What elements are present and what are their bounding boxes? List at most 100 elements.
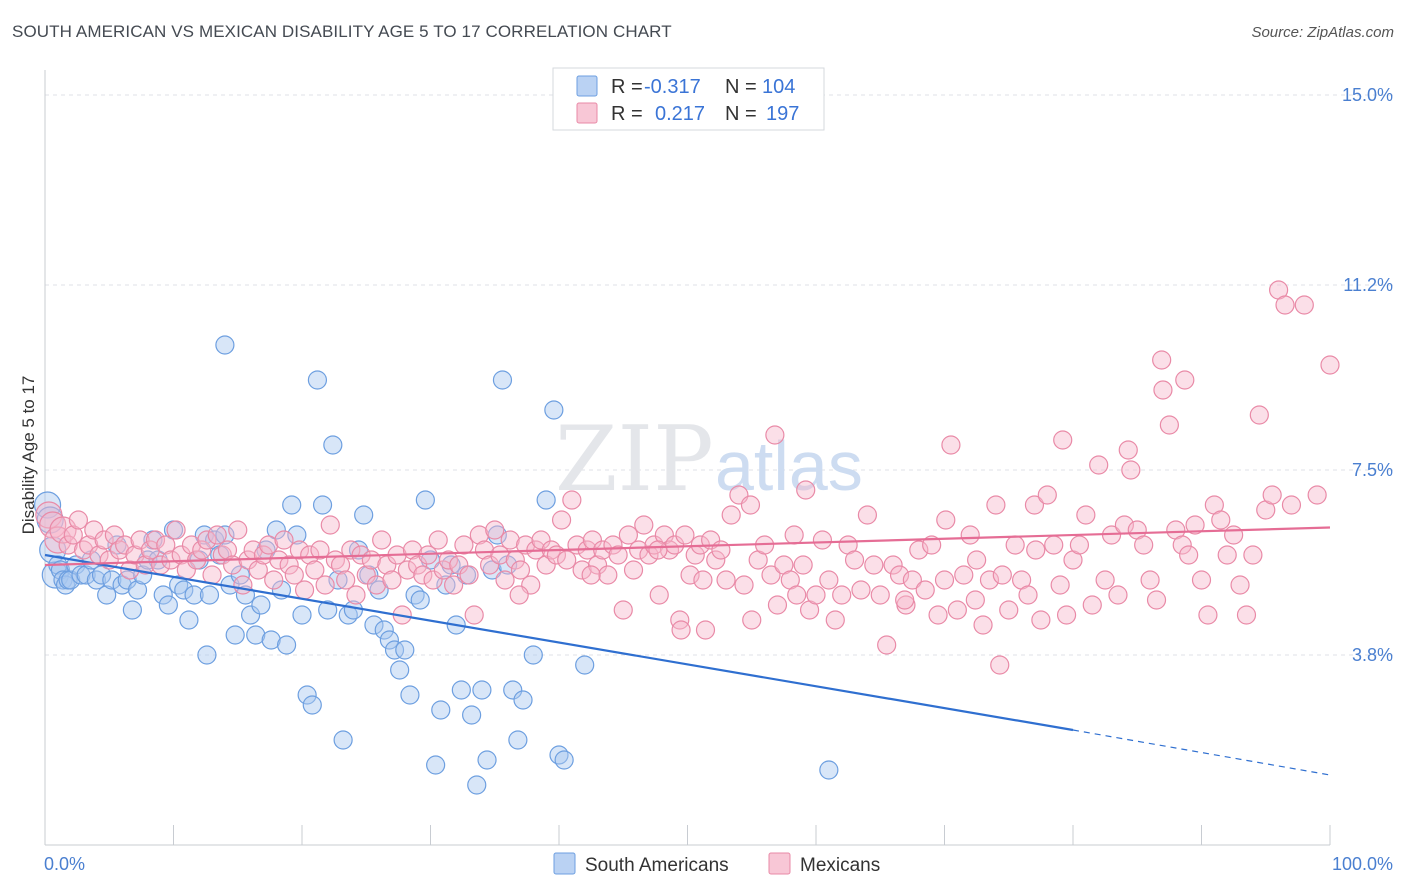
data-point [492,370,513,390]
data-point [364,615,384,635]
data-point [581,565,601,585]
data-point [999,600,1019,620]
data-point [1281,495,1302,515]
data-point [734,575,754,595]
chart-title: SOUTH AMERICAN VS MEXICAN DISABILITY AGE… [12,22,672,41]
data-point [1037,485,1057,505]
data-point [1024,495,1045,515]
data-point [536,555,556,575]
data-point [967,550,987,570]
data-point [575,655,595,675]
data-point [251,595,271,615]
legend-r-value: -0.317 [644,76,701,98]
data-point [1053,430,1073,450]
data-point [509,585,529,605]
data-point [215,335,235,355]
data-point [348,540,369,560]
data-point [1095,570,1115,590]
data-point [992,565,1012,585]
data-point [451,680,471,700]
data-point [379,630,399,650]
data-point [671,620,691,640]
data-point [1172,535,1192,555]
data-point [207,525,227,545]
data-point [806,585,826,605]
data-point [973,615,993,635]
data-point [292,605,312,625]
data-point [857,505,878,525]
data-point [297,685,317,705]
legend-r-label: R = [611,76,643,98]
data-point [315,575,335,595]
data-point [1185,515,1205,535]
y-tick-label: 11.2% [1343,275,1393,295]
data-point [587,555,608,575]
data-point [462,705,482,725]
data-point [1294,295,1314,315]
data-point [1031,610,1051,630]
data-point [459,565,479,585]
data-point [675,525,695,545]
data-point [102,570,122,590]
data-point [1089,455,1109,475]
data-point [397,560,417,580]
data-point [909,540,929,560]
data-point [634,515,654,535]
data-point [390,660,410,680]
data-point [79,535,99,555]
data-point [1118,440,1138,460]
data-point [53,570,73,590]
data-point [125,545,145,565]
data-point [127,580,148,600]
data-point [960,525,980,545]
data-point [1211,510,1231,530]
data-point [274,530,294,550]
data-point [341,540,361,560]
data-point [76,565,96,585]
data-point [889,565,910,585]
data-point [1224,525,1244,545]
data-point [954,565,974,585]
data-point [648,540,668,560]
data-point [670,610,690,630]
source-label: Source: ZipAtlas.com [1251,24,1394,41]
data-point [531,530,551,550]
data-point [469,525,489,545]
data-point [1249,405,1269,425]
data-point [336,570,356,590]
data-point [205,530,225,550]
data-point [318,600,338,620]
data-point [282,495,302,515]
legend-frame [552,67,825,131]
legend-n-value: 197 [766,103,799,125]
watermark-zip: ZIP [555,407,714,512]
data-point [915,580,935,600]
data-point [228,520,248,540]
x-tick-label: 100.0% [1332,854,1393,874]
data-point [598,565,618,585]
data-point [819,760,839,780]
data-point [384,640,405,660]
data-point [986,495,1006,515]
legend-swatch-south-americans [576,75,598,97]
data-point [1262,485,1282,505]
data-point [179,610,199,630]
data-point [192,540,212,560]
data-point [215,525,235,545]
trend-line-solid [44,553,1074,732]
x-tick-labels: 0.0% 100.0% [44,854,1393,874]
data-point [426,755,446,775]
data-point [1236,605,1257,625]
data-point [153,585,173,605]
bottom-legend-mexicans: Mexicans [800,855,880,876]
data-point [382,570,402,590]
data-point [1140,570,1160,590]
data-point [464,605,484,625]
data-point [936,510,956,530]
data-point [449,555,469,575]
data-point [1056,605,1077,625]
data-point [1026,540,1046,560]
data-point [1050,575,1070,595]
watermark: ZIP atlas [555,407,863,512]
